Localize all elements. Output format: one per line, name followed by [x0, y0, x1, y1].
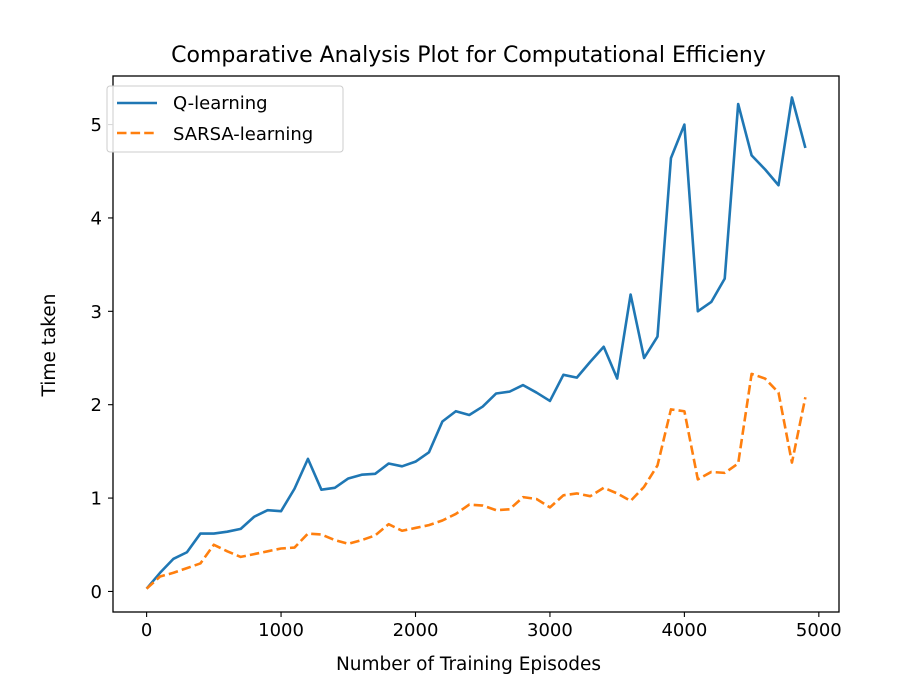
x-tick-label: 4000	[661, 620, 707, 641]
y-axis-label: Time taken	[39, 294, 60, 398]
legend-q-learning-label: Q-learning	[173, 93, 268, 114]
axes-frame	[112, 75, 840, 613]
x-tick-label: 0	[141, 620, 152, 641]
y-tick-label: 0	[91, 582, 102, 603]
tick-group: 0 1000 2000 3000 4000 5000 0 1 2 3 4 5	[91, 115, 842, 641]
legend: Q-learning SARSA-learning	[106, 85, 344, 153]
x-tick-label: 2000	[393, 620, 439, 641]
series-line-q-learning	[145, 96, 807, 590]
series-line-sarsa-learning	[145, 372, 807, 590]
chart-title: Comparative Analysis Plot for Computatio…	[171, 43, 766, 68]
x-tick-label: 1000	[258, 620, 304, 641]
y-tick-label: 3	[91, 302, 102, 323]
y-tick-label: 1	[91, 489, 102, 510]
x-tick-label: 3000	[527, 620, 573, 641]
legend-box	[106, 85, 344, 153]
y-tick-label: 2	[91, 395, 102, 416]
y-tick-label: 4	[91, 208, 102, 229]
x-tick-label: 5000	[796, 620, 842, 641]
legend-sarsa-learning-label: SARSA-learning	[173, 124, 313, 145]
y-tick-label: 5	[91, 115, 102, 136]
x-axis-label: Number of Training Episodes	[336, 654, 601, 675]
series-group	[145, 96, 807, 590]
